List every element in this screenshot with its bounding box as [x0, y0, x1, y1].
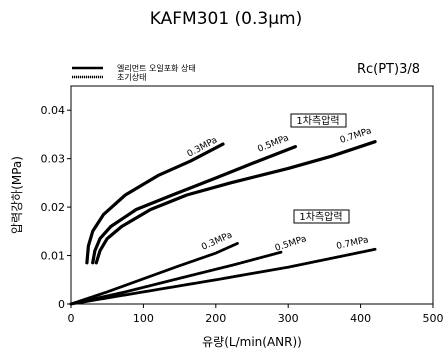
- group-label-text-saturated: 1차측압력: [296, 114, 339, 127]
- x-axis-ticks: 0 100 200 300 400 500: [68, 304, 443, 325]
- group-label-initial: 1차측압력: [293, 209, 350, 224]
- port-size-annotation: Rc(PT)3/8: [357, 62, 420, 77]
- series-line-initial-0-5mpa: [69, 250, 283, 306]
- x-tick-label: 0: [68, 312, 75, 325]
- legend-label-saturated: 엘리먼트 오일포화 상태: [117, 63, 196, 73]
- y-tick-label: 0.02: [41, 201, 66, 214]
- plot-frame: [70, 85, 434, 305]
- y-tick-label: 0: [58, 298, 65, 311]
- series-line-initial-0-7mpa: [69, 247, 377, 306]
- x-tick-label: 400: [350, 312, 371, 325]
- series-line-saturated-0-5mpa: [91, 145, 297, 265]
- y-tick-label: 0.03: [41, 153, 66, 166]
- group-label-box-initial: [293, 209, 350, 224]
- y-axis-label: 압력강하(MPa): [10, 156, 24, 234]
- x-tick-label: 200: [205, 312, 226, 325]
- series-line-saturated-0-7mpa: [94, 140, 377, 265]
- x-tick-label: 100: [133, 312, 154, 325]
- curve-labels: 0.3MPa 0.5MPa 0.7MPa 0.3MPa 0.5MPa 0.7MP…: [186, 126, 373, 254]
- series-line-saturated-0-3mpa: [85, 142, 225, 265]
- x-axis-label: 유량(L/min(ANR)): [202, 335, 302, 349]
- x-tick-label: 500: [423, 312, 443, 325]
- legend-label-initial: 초기상태: [117, 72, 146, 82]
- group-label-box-saturated: [290, 113, 347, 128]
- curve-label-init-0-5mpa: 0.5MPa: [274, 234, 308, 254]
- y-tick-label: 0.01: [41, 250, 66, 263]
- series-layer: [69, 140, 377, 306]
- chart-title: KAFM301 (0.3μm): [150, 9, 302, 29]
- curve-label-init-0-7mpa: 0.7MPa: [336, 235, 370, 252]
- group-label-text-initial: 1차측압력: [299, 210, 342, 223]
- y-tick-label: 0.04: [41, 104, 66, 117]
- legend: 엘리먼트 오일포화 상태 초기상태: [72, 63, 196, 82]
- x-tick-label: 300: [278, 312, 299, 325]
- series-line-initial-0-3mpa: [69, 242, 239, 306]
- y-axis-ticks: 0 0.01 0.02 0.03 0.04: [41, 104, 71, 311]
- curve-label-init-0-3mpa: 0.3MPa: [200, 230, 234, 252]
- group-label-saturated: 1차측압력: [290, 113, 347, 128]
